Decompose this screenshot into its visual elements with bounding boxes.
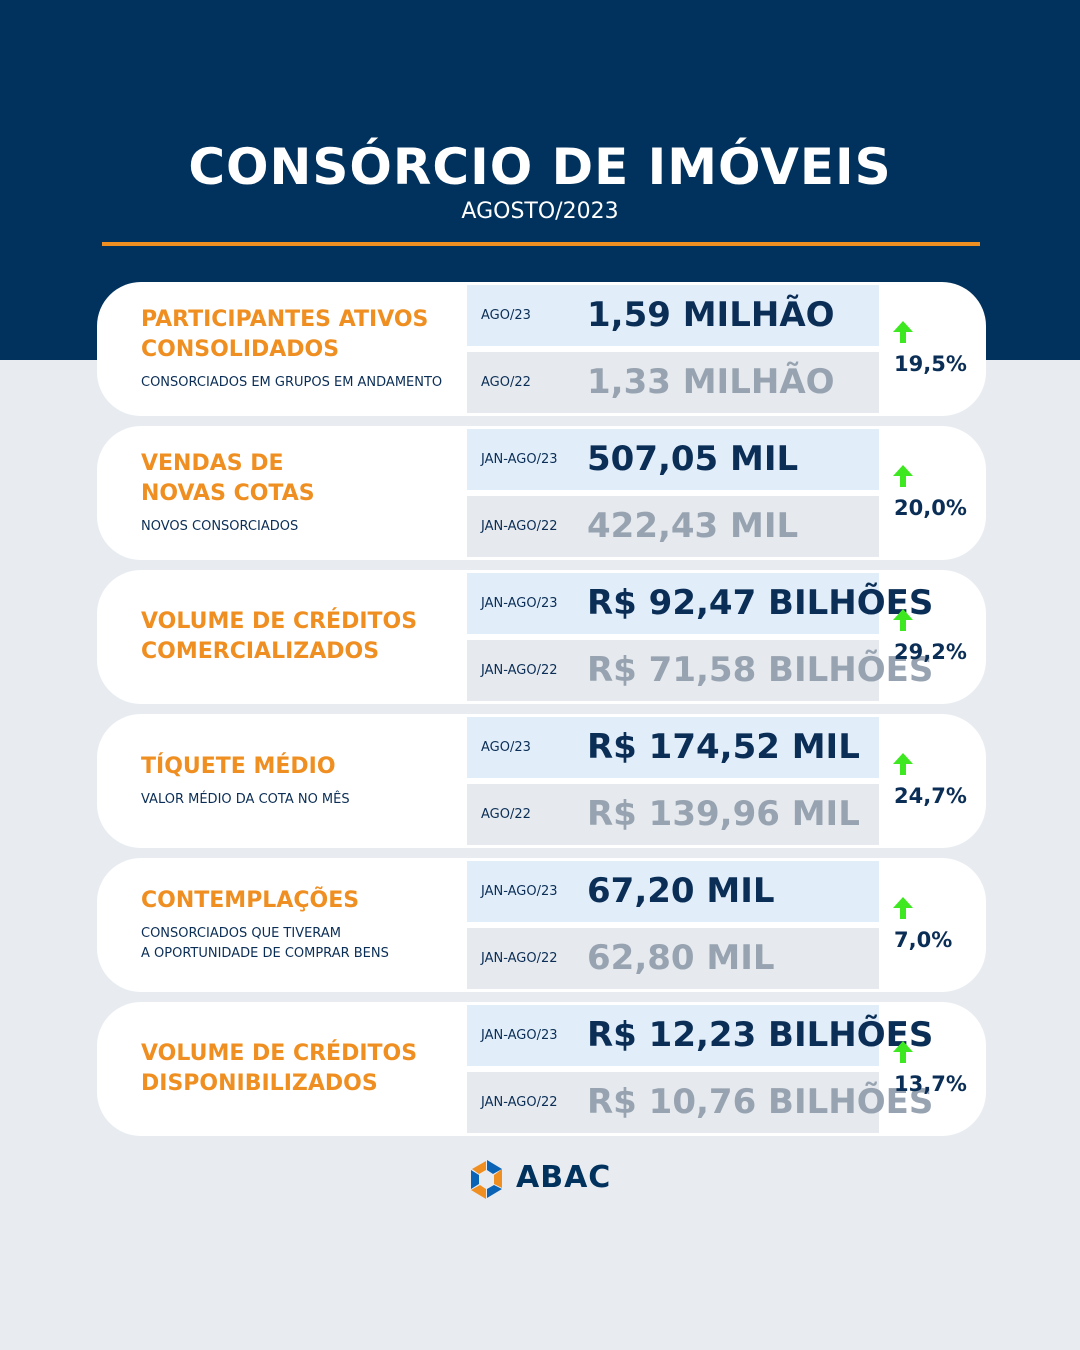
stat-title-line: TÍQUETE MÉDIO	[141, 754, 336, 779]
previous-period-row: JAN-AGO/22 422,43 MIL	[467, 496, 879, 557]
current-period-row: JAN-AGO/23 R$ 92,47 BILHÕES	[467, 573, 933, 634]
stat-title: CONTEMPLAÇÕES	[141, 886, 461, 916]
period-label: JAN-AGO/22	[481, 1095, 558, 1110]
stat-title-line: CONTEMPLAÇÕES	[141, 888, 360, 913]
change-percent: 13,7%	[894, 1072, 967, 1096]
stat-card: VOLUME DE CRÉDITOS DISPONIBILIZADOS JAN-AG…	[97, 1002, 986, 1136]
current-period-row: AGO/23 R$ 174,52 MIL	[467, 717, 879, 778]
page-subtitle: AGOSTO/2023	[461, 199, 619, 224]
stat-title-line: VOLUME DE CRÉDITOS	[141, 1041, 418, 1066]
period-label: AGO/23	[481, 308, 531, 323]
change-percent: 29,2%	[894, 640, 967, 664]
arrow-up-icon	[893, 321, 913, 343]
period-label: JAN-AGO/23	[481, 452, 558, 467]
period-label: AGO/23	[481, 740, 531, 755]
period-label: JAN-AGO/23	[481, 596, 558, 611]
stat-card: TÍQUETE MÉDIO VALOR MÉDIO DA COTA NO MÊS A…	[97, 714, 986, 848]
abac-logo-icon	[471, 1160, 502, 1199]
stat-card: VENDAS DE NOVAS COTAS NOVOS CONSORCIADOS JA…	[97, 426, 986, 560]
stat-title-line: VOLUME DE CRÉDITOS	[141, 609, 418, 634]
stat-value: R$ 139,96 MIL	[587, 794, 860, 834]
period-label: JAN-AGO/22	[481, 951, 558, 966]
previous-period-row: JAN-AGO/22 62,80 MIL	[467, 928, 879, 989]
current-period-row: JAN-AGO/23 67,20 MIL	[467, 861, 879, 922]
period-label: JAN-AGO/23	[481, 1028, 558, 1043]
stat-title-line: CONSOLIDADOS	[141, 337, 340, 362]
period-label: JAN-AGO/22	[481, 519, 558, 534]
arrow-up-icon	[893, 609, 913, 631]
stat-title: VOLUME DE CRÉDITOS DISPONIBILIZADOS	[141, 1039, 461, 1099]
previous-period-row: JAN-AGO/22 R$ 71,58 BILHÕES	[467, 640, 933, 701]
stat-value: 1,59 MILHÃO	[587, 295, 835, 335]
arrow-up-icon	[893, 465, 913, 487]
stat-description-line: CONSORCIADOS QUE TIVERAM	[141, 926, 341, 941]
arrow-up-icon	[893, 1041, 913, 1063]
stat-title-line: PARTICIPANTES ATIVOS	[141, 307, 429, 332]
arrow-up-icon	[893, 753, 913, 775]
change-percent: 20,0%	[894, 496, 967, 520]
stat-description-line: A OPORTUNIDADE DE COMPRAR BENS	[141, 946, 389, 961]
current-period-row: JAN-AGO/23 507,05 MIL	[467, 429, 879, 490]
stat-description: CONSORCIADOS QUE TIVERAM A OPORTUNIDADE D…	[141, 924, 461, 964]
stat-value: 1,33 MILHÃO	[587, 362, 835, 402]
stat-title-line: NOVAS COTAS	[141, 481, 315, 506]
stat-description: CONSORCIADOS EM GRUPOS EM ANDAMENTO	[141, 373, 461, 393]
stat-value: R$ 71,58 BILHÕES	[587, 650, 934, 690]
stat-description-line: NOVOS CONSORCIADOS	[141, 519, 299, 534]
logo-text: ABAC	[516, 1160, 612, 1195]
period-label: JAN-AGO/22	[481, 663, 558, 678]
stat-value: 507,05 MIL	[587, 439, 799, 479]
stat-description-line: VALOR MÉDIO DA COTA NO MÊS	[141, 792, 350, 807]
stat-value: R$ 92,47 BILHÕES	[587, 583, 934, 623]
stat-value: 62,80 MIL	[587, 938, 775, 978]
page-title: CONSÓRCIO DE IMÓVEIS	[188, 138, 892, 196]
previous-period-row: JAN-AGO/22 R$ 10,76 BILHÕES	[467, 1072, 933, 1133]
stat-value: R$ 12,23 BILHÕES	[587, 1015, 934, 1055]
stat-value: R$ 174,52 MIL	[587, 727, 860, 767]
current-period-row: JAN-AGO/23 R$ 12,23 BILHÕES	[467, 1005, 933, 1066]
stat-title: VENDAS DE NOVAS COTAS	[141, 449, 461, 509]
stat-description: NOVOS CONSORCIADOS	[141, 517, 461, 537]
stat-title: VOLUME DE CRÉDITOS COMERCIALIZADOS	[141, 607, 461, 667]
arrow-up-icon	[893, 897, 913, 919]
period-label: AGO/22	[481, 807, 531, 822]
title-divider	[102, 242, 980, 246]
stat-description-line: CONSORCIADOS EM GRUPOS EM ANDAMENTO	[141, 375, 443, 390]
change-percent: 7,0%	[894, 928, 953, 952]
stat-card: VOLUME DE CRÉDITOS COMERCIALIZADOS JAN-AGO…	[97, 570, 986, 704]
stat-value: 422,43 MIL	[587, 506, 799, 546]
stat-value: R$ 10,76 BILHÕES	[587, 1082, 934, 1122]
stat-value: 67,20 MIL	[587, 871, 775, 911]
period-label: AGO/22	[481, 375, 531, 390]
stat-title-line: DISPONIBILIZADOS	[141, 1071, 378, 1096]
change-percent: 24,7%	[894, 784, 967, 808]
previous-period-row: AGO/22 1,33 MILHÃO	[467, 352, 879, 413]
stat-title-line: COMERCIALIZADOS	[141, 639, 380, 664]
stat-card: CONTEMPLAÇÕES CONSORCIADOS QUE TIVERAM A O…	[97, 858, 986, 992]
stat-title: TÍQUETE MÉDIO	[141, 752, 461, 782]
stat-title: PARTICIPANTES ATIVOS CONSOLIDADOS	[141, 305, 461, 365]
stat-card: PARTICIPANTES ATIVOS CONSOLIDADOS CONSORCI…	[97, 282, 986, 416]
period-label: JAN-AGO/23	[481, 884, 558, 899]
previous-period-row: AGO/22 R$ 139,96 MIL	[467, 784, 879, 845]
stat-description: VALOR MÉDIO DA COTA NO MÊS	[141, 790, 461, 810]
current-period-row: AGO/23 1,59 MILHÃO	[467, 285, 879, 346]
stat-title-line: VENDAS DE	[141, 451, 284, 476]
change-percent: 19,5%	[894, 352, 967, 376]
